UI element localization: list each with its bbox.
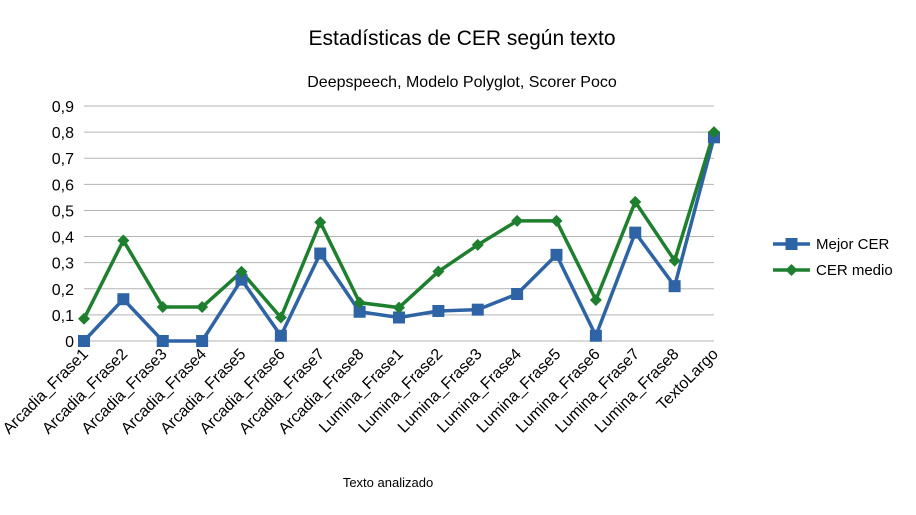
data-point [550,214,563,227]
data-point [393,301,405,314]
y-tick-label: 0,8 [52,125,74,142]
data-point [432,304,445,317]
data-point [629,195,642,208]
data-point [78,312,90,325]
data-point [589,294,602,307]
data-point [117,293,130,306]
data-point [353,305,366,318]
data-point [117,234,130,247]
data-point [78,335,90,347]
y-tick-label: 0,2 [52,282,74,299]
data-point [668,254,681,267]
legend: Mejor CER CER medio [773,236,893,279]
chart-subtitle: Deepspeech, Modelo Polyglot, Scorer Poco [307,74,617,91]
series-group [78,126,720,347]
data-point [589,329,602,342]
chart-title: Estadísticas de CER según texto [309,27,616,50]
legend-marker [785,264,798,276]
data-point [274,329,287,342]
y-tick-label: 0,7 [52,151,74,168]
y-tick-label: 0,9 [52,99,74,116]
data-point [471,303,484,316]
y-axis-ticks: 0 0,1 0,2 0,3 0,4 0,5 0,6 0,7 0,8 0,9 [52,99,74,351]
data-point [393,311,405,324]
data-point [235,265,248,278]
legend-label: Mejor CER [816,236,890,253]
data-point [629,226,642,239]
data-point [274,311,287,324]
data-point [196,301,209,314]
y-tick-label: 0 [65,334,74,351]
y-tick-label: 0,6 [52,177,74,194]
data-point [511,214,524,227]
gridlines [84,105,714,342]
data-point [156,335,169,347]
y-tick-label: 0,5 [52,203,74,220]
x-axis-ticks: Arcadia_Frase1Arcadia_Frase2Arcadia_Fras… [0,346,722,438]
data-point [511,288,524,300]
y-tick-label: 0,1 [52,308,74,325]
data-point [550,248,563,261]
data-point [196,335,209,347]
data-point [708,126,720,139]
data-point [314,247,327,260]
data-point [235,273,248,286]
y-tick-label: 0,3 [52,256,74,273]
series-line [82,131,716,320]
x-axis-label: Texto analizado [343,475,433,490]
legend-label: CER medio [816,262,893,279]
data-point [471,238,484,251]
data-point [668,280,681,293]
data-point [314,216,327,229]
data-point [156,301,169,314]
data-point [432,265,445,278]
legend-marker [785,238,798,250]
data-point [353,296,366,309]
y-tick-label: 0,4 [52,230,74,247]
